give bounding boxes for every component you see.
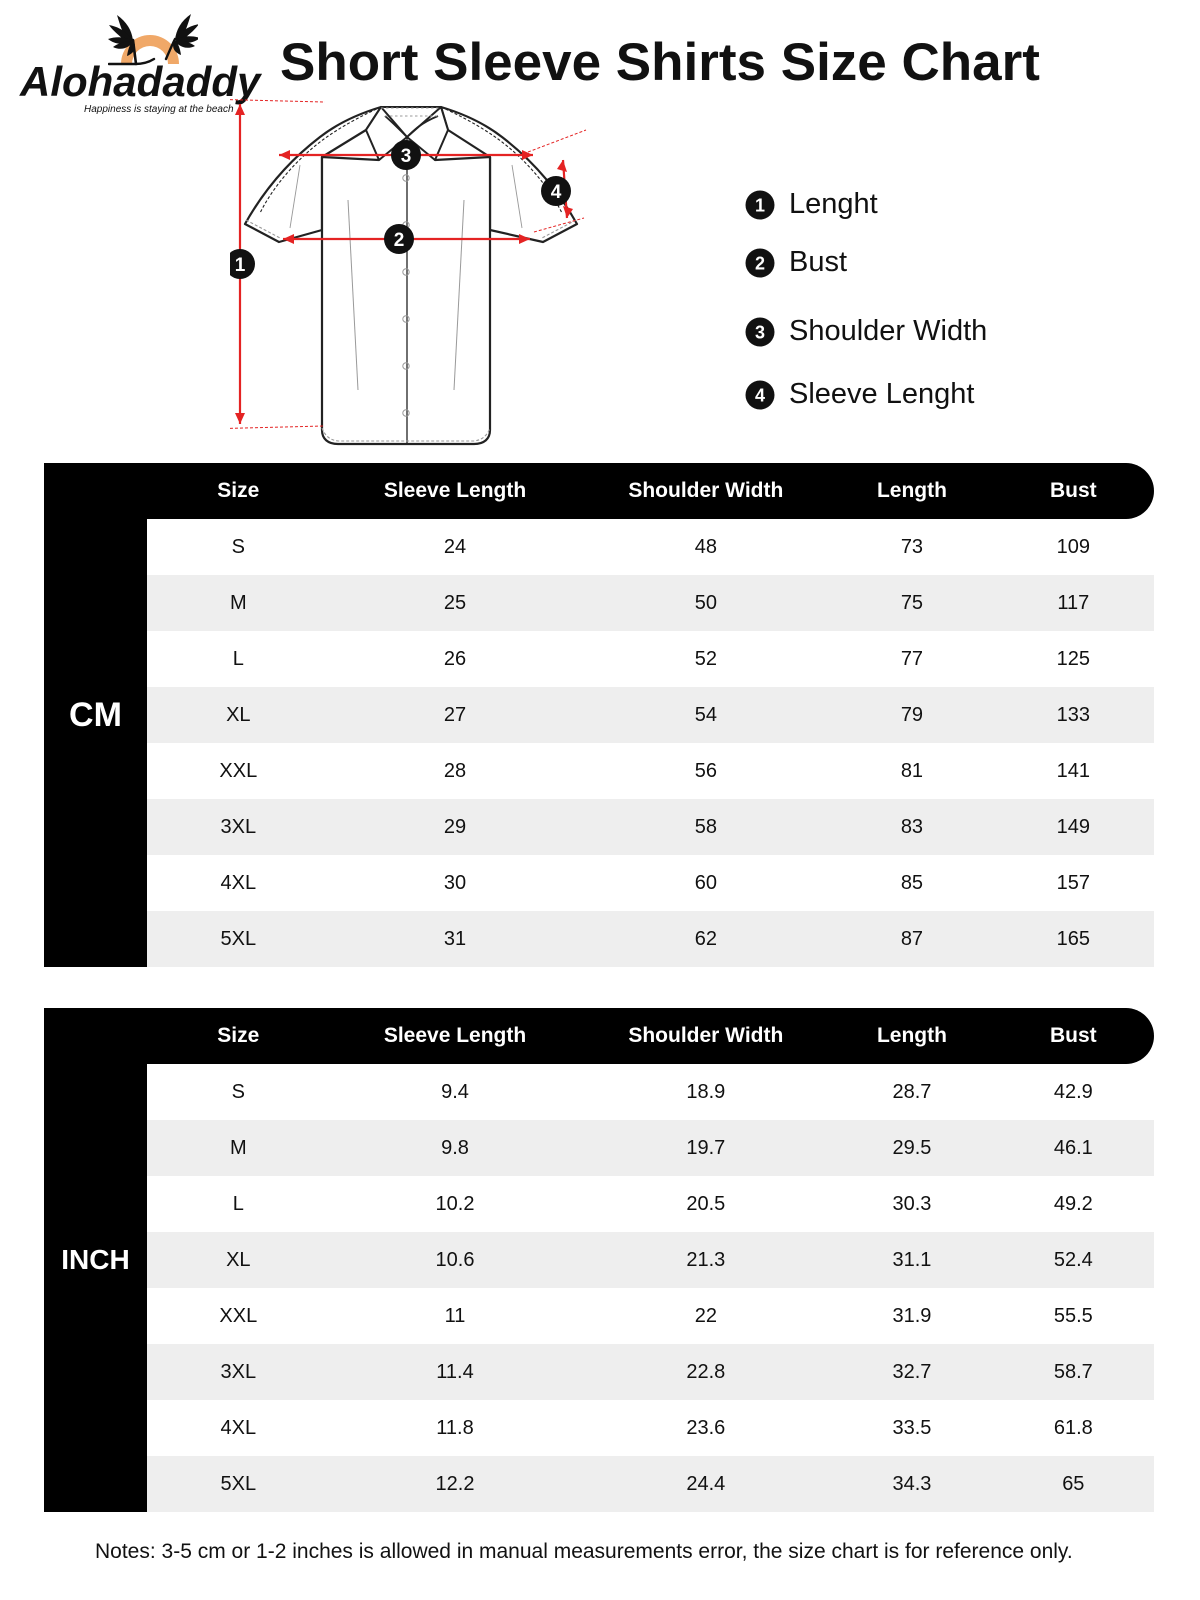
svg-text:1: 1: [235, 255, 246, 276]
svg-text:1: 1: [755, 195, 765, 215]
svg-text:2: 2: [755, 253, 765, 273]
svg-text:4: 4: [551, 182, 562, 203]
svg-text:3: 3: [755, 322, 765, 342]
svg-text:3: 3: [401, 146, 412, 167]
svg-text:4: 4: [755, 385, 765, 405]
svg-text:2: 2: [394, 230, 405, 251]
